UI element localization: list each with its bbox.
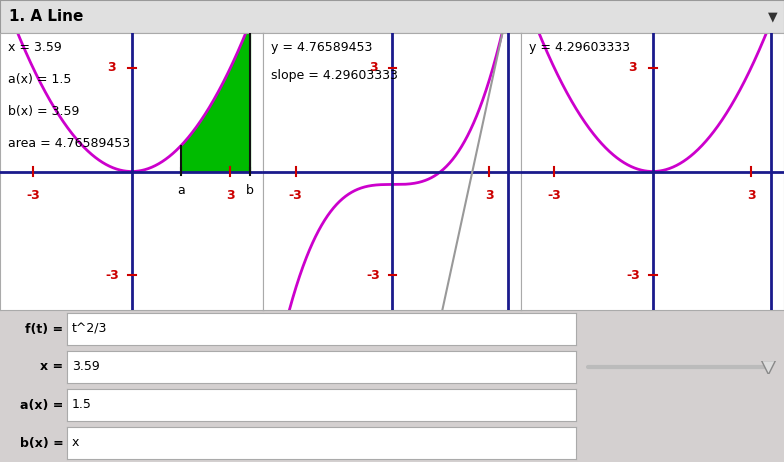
Text: y = 4.76589453: y = 4.76589453: [271, 41, 372, 55]
Text: f(t) =: f(t) =: [25, 322, 64, 335]
Text: t^2/3: t^2/3: [72, 322, 107, 335]
Text: ▼: ▼: [768, 10, 778, 23]
Text: 3: 3: [226, 189, 235, 202]
Text: a(x) =: a(x) =: [20, 399, 64, 412]
Text: -3: -3: [547, 189, 561, 202]
Text: 1. A Line: 1. A Line: [9, 9, 84, 24]
Text: 3: 3: [747, 189, 756, 202]
Text: b: b: [246, 184, 254, 197]
Text: y = 4.29603333: y = 4.29603333: [529, 41, 630, 55]
Text: slope = 4.29603333: slope = 4.29603333: [271, 69, 398, 82]
Text: 3: 3: [107, 61, 116, 74]
Text: area = 4.76589453: area = 4.76589453: [8, 137, 130, 150]
Text: -3: -3: [26, 189, 40, 202]
Text: -3: -3: [289, 189, 303, 202]
Text: 3.59: 3.59: [72, 360, 100, 373]
Text: b(x) = 3.59: b(x) = 3.59: [8, 105, 79, 118]
Text: x: x: [72, 437, 79, 450]
Text: 3: 3: [485, 189, 493, 202]
Text: a(x) = 1.5: a(x) = 1.5: [8, 73, 71, 86]
Text: x =: x =: [40, 360, 64, 373]
Text: 1.5: 1.5: [72, 399, 92, 412]
Text: a: a: [177, 184, 185, 197]
Text: b(x) =: b(x) =: [20, 437, 64, 450]
Text: -3: -3: [105, 269, 119, 282]
Text: x = 3.59: x = 3.59: [8, 41, 62, 55]
Text: -3: -3: [366, 269, 380, 282]
Text: -3: -3: [626, 269, 640, 282]
Text: 3: 3: [629, 61, 637, 74]
Text: 3: 3: [368, 61, 377, 74]
